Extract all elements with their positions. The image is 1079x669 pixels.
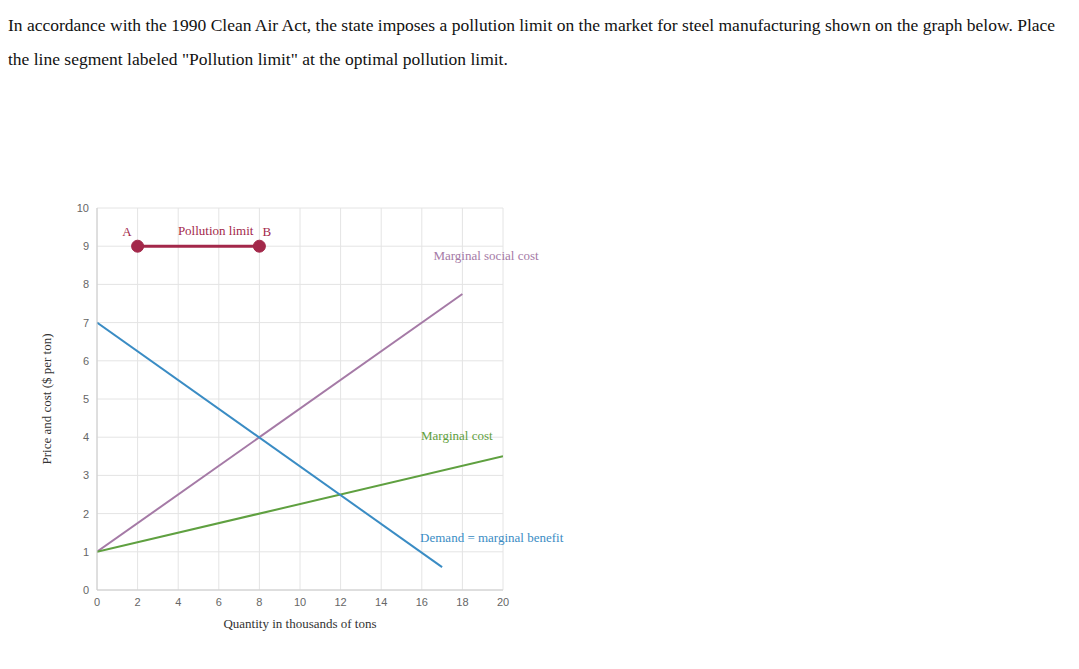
svg-text:Pollution limit: Pollution limit [178, 223, 254, 238]
svg-text:4: 4 [83, 431, 89, 443]
svg-text:Quantity in thousands of tons: Quantity in thousands of tons [223, 616, 376, 631]
svg-text:8: 8 [256, 596, 262, 608]
svg-text:20: 20 [497, 596, 509, 608]
svg-text:9: 9 [83, 240, 89, 252]
svg-text:8: 8 [83, 278, 89, 290]
svg-text:B: B [262, 224, 271, 239]
svg-text:12: 12 [334, 596, 346, 608]
svg-text:10: 10 [77, 202, 89, 214]
svg-text:2: 2 [83, 508, 89, 520]
svg-text:Price and cost ($ per ton): Price and cost ($ per ton) [39, 333, 54, 464]
svg-text:16: 16 [416, 596, 428, 608]
svg-text:4: 4 [175, 596, 181, 608]
svg-text:10: 10 [294, 596, 306, 608]
svg-text:3: 3 [83, 469, 89, 481]
svg-text:Marginal social cost: Marginal social cost [433, 248, 539, 263]
svg-text:Demand = marginal benefit: Demand = marginal benefit [420, 530, 564, 545]
svg-text:18: 18 [456, 596, 468, 608]
svg-text:7: 7 [83, 317, 89, 329]
html-text:In accordance with the 1990 Cl: In accordance with the 1990 Clean Air Ac… [8, 15, 1056, 69]
svg-text:Marginal cost: Marginal cost [421, 428, 493, 443]
svg-text:0: 0 [83, 584, 89, 596]
svg-text:5: 5 [83, 393, 89, 405]
svg-text:6: 6 [83, 355, 89, 367]
svg-text:14: 14 [375, 596, 387, 608]
svg-text:A: A [122, 224, 132, 239]
svg-text:1: 1 [83, 546, 89, 558]
svg-text:2: 2 [135, 596, 141, 608]
svg-text:6: 6 [216, 596, 222, 608]
svg-text:0: 0 [94, 596, 100, 608]
